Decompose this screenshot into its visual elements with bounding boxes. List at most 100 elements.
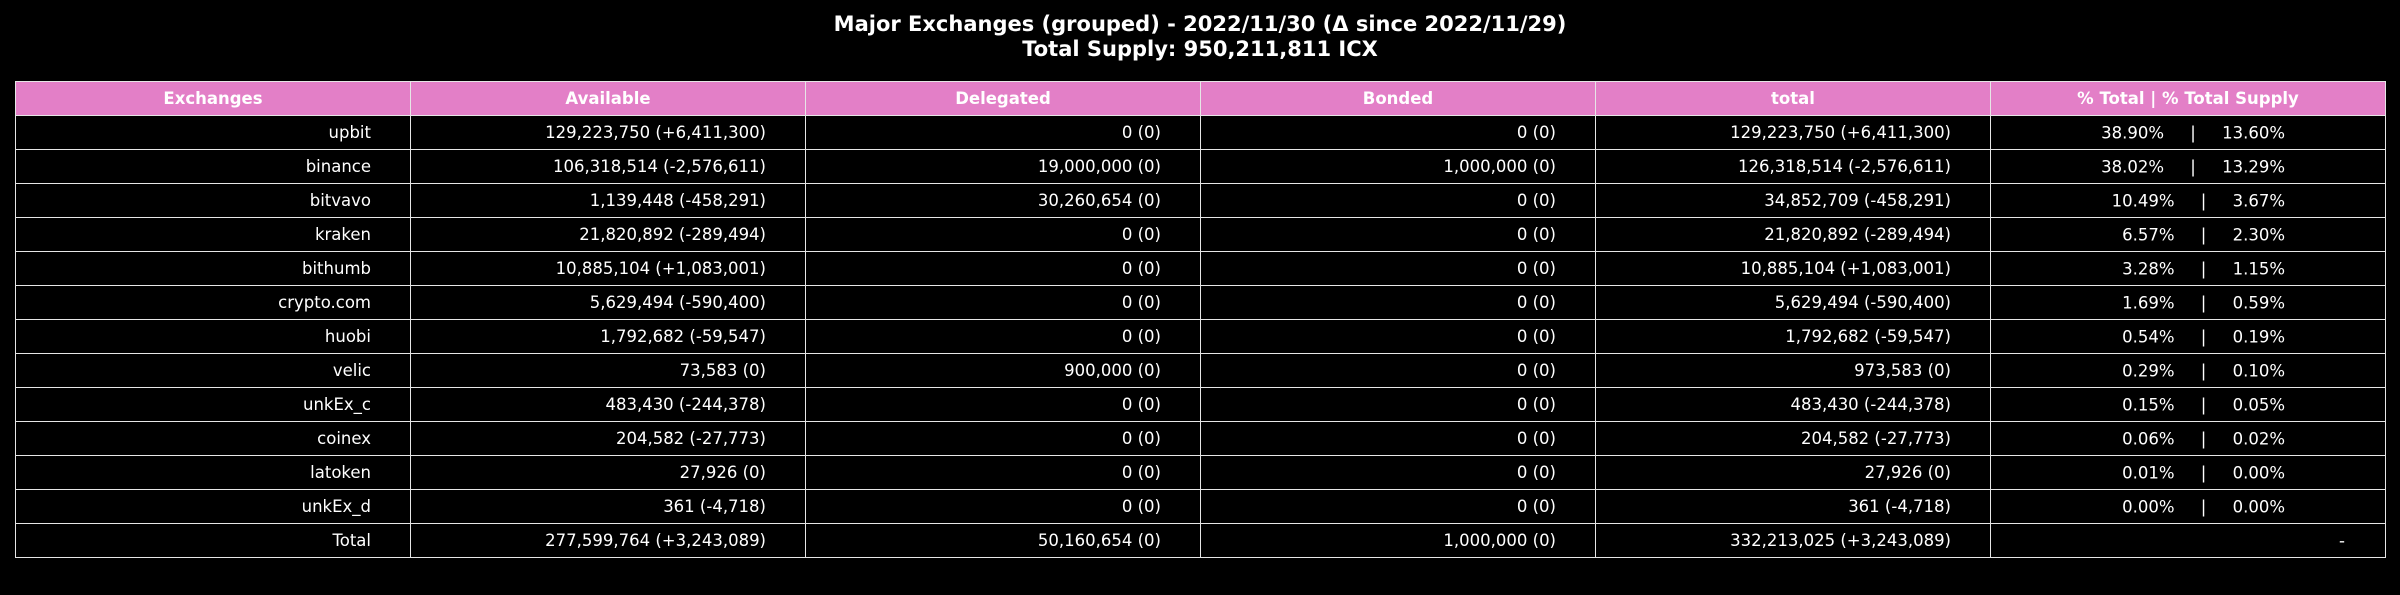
- chart-title-block: Major Exchanges (grouped) - 2022/11/30 (…: [0, 12, 2400, 62]
- cell-percent: 0.00% | 0.00%: [1990, 489, 2386, 524]
- percent-value: 3.28% | 1.15%: [2122, 259, 2285, 278]
- percent-value: 38.90% | 13.60%: [2101, 123, 2285, 142]
- cell-exchange: bithumb: [15, 251, 411, 286]
- cell-exchange: kraken: [15, 217, 411, 252]
- percent-cell-wrap: 0.06% | 0.02%: [1992, 423, 2385, 455]
- cell-exchange: upbit: [15, 115, 411, 150]
- table-row: unkEx_c 483,430 (-244,378) 0 (0) 0 (0) 483,4…: [15, 387, 2386, 422]
- percent-cell-wrap: 0.15% | 0.05%: [1992, 389, 2385, 421]
- cell-total: 5,629,494 (-590,400): [1595, 285, 1991, 320]
- cell-exchange: crypto.com: [15, 285, 411, 320]
- table-row: kraken 21,820,892 (-289,494) 0 (0) 0 (0) 21,…: [15, 217, 2386, 252]
- header-percent: % Total | % Total Supply: [1990, 81, 2386, 116]
- chart-title: Major Exchanges (grouped) - 2022/11/30 (…: [833, 12, 1567, 36]
- percent-value: 0.54% | 0.19%: [2122, 327, 2285, 346]
- table-row: Total 277,599,764 (+3,243,089) 50,160,654 …: [15, 523, 2386, 558]
- cell-total: 21,820,892 (-289,494): [1595, 217, 1991, 252]
- cell-bonded: 0 (0): [1200, 387, 1596, 422]
- cell-percent: 38.02% | 13.29%: [1990, 149, 2386, 184]
- cell-percent: 1.69% | 0.59%: [1990, 285, 2386, 320]
- table-row: bithumb 10,885,104 (+1,083,001) 0 (0) 0 (0)…: [15, 251, 2386, 286]
- cell-delegated: 30,260,654 (0): [805, 183, 1201, 218]
- table-body: upbit 129,223,750 (+6,411,300) 0 (0) 0 (0) 1…: [15, 115, 2386, 558]
- cell-available: 129,223,750 (+6,411,300): [410, 115, 806, 150]
- cell-bonded: 0 (0): [1200, 183, 1596, 218]
- table-row: unkEx_d 361 (-4,718) 0 (0) 0 (0) 361 (-4,718…: [15, 489, 2386, 524]
- cell-bonded: 1,000,000 (0): [1200, 149, 1596, 184]
- chart-subtitle: Total Supply: 950,211,811 ICX: [1022, 37, 1378, 61]
- cell-bonded: 0 (0): [1200, 421, 1596, 456]
- table-row: binance 106,318,514 (-2,576,611) 19,000,00…: [15, 149, 2386, 184]
- cell-percent: 38.90% | 13.60%: [1990, 115, 2386, 150]
- cell-delegated: 900,000 (0): [805, 353, 1201, 388]
- percent-value: 1.69% | 0.59%: [2122, 293, 2285, 312]
- cell-delegated: 0 (0): [805, 115, 1201, 150]
- cell-percent: 10.49% | 3.67%: [1990, 183, 2386, 218]
- cell-percent: 0.15% | 0.05%: [1990, 387, 2386, 422]
- percent-cell-wrap: 38.02% | 13.29%: [1992, 151, 2385, 183]
- cell-bonded: 0 (0): [1200, 217, 1596, 252]
- cell-bonded: 0 (0): [1200, 353, 1596, 388]
- cell-total: 126,318,514 (-2,576,611): [1595, 149, 1991, 184]
- header-exchanges: Exchanges: [15, 81, 411, 116]
- cell-total: 129,223,750 (+6,411,300): [1595, 115, 1991, 150]
- cell-exchange: binance: [15, 149, 411, 184]
- cell-total: 10,885,104 (+1,083,001): [1595, 251, 1991, 286]
- cell-available: 27,926 (0): [410, 455, 806, 490]
- cell-delegated: 0 (0): [805, 421, 1201, 456]
- cell-total: 204,582 (-27,773): [1595, 421, 1991, 456]
- header-delegated: Delegated: [805, 81, 1201, 116]
- cell-delegated: 0 (0): [805, 217, 1201, 252]
- cell-bonded: 1,000,000 (0): [1200, 523, 1596, 558]
- cell-percent: -: [1990, 523, 2386, 558]
- cell-percent: 0.54% | 0.19%: [1990, 319, 2386, 354]
- cell-bonded: 0 (0): [1200, 285, 1596, 320]
- cell-percent: 0.01% | 0.00%: [1990, 455, 2386, 490]
- cell-available: 204,582 (-27,773): [410, 421, 806, 456]
- percent-cell-wrap: 10.49% | 3.67%: [1992, 185, 2385, 217]
- cell-total: 361 (-4,718): [1595, 489, 1991, 524]
- percent-cell-wrap: 0.00% | 0.00%: [1992, 491, 2385, 523]
- percent-cell-wrap: 0.54% | 0.19%: [1992, 321, 2385, 353]
- cell-delegated: 0 (0): [805, 251, 1201, 286]
- percent-cell-wrap: 0.01% | 0.00%: [1992, 457, 2385, 489]
- percent-cell-wrap: 38.90% | 13.60%: [1992, 117, 2385, 149]
- cell-exchange: latoken: [15, 455, 411, 490]
- cell-total: 34,852,709 (-458,291): [1595, 183, 1991, 218]
- cell-total: 1,792,682 (-59,547): [1595, 319, 1991, 354]
- cell-bonded: 0 (0): [1200, 319, 1596, 354]
- percent-value: -: [2339, 531, 2345, 550]
- percent-cell-wrap: 1.69% | 0.59%: [1992, 287, 2385, 319]
- cell-total: 483,430 (-244,378): [1595, 387, 1991, 422]
- table-row: latoken 27,926 (0) 0 (0) 0 (0) 27,926 (0) 0.0…: [15, 455, 2386, 490]
- cell-bonded: 0 (0): [1200, 489, 1596, 524]
- cell-bonded: 0 (0): [1200, 251, 1596, 286]
- cell-available: 361 (-4,718): [410, 489, 806, 524]
- cell-total: 332,213,025 (+3,243,089): [1595, 523, 1991, 558]
- cell-delegated: 0 (0): [805, 387, 1201, 422]
- cell-exchange: velic: [15, 353, 411, 388]
- exchanges-table: Exchanges Available Delegated Bonded tot…: [15, 81, 2386, 558]
- cell-delegated: 19,000,000 (0): [805, 149, 1201, 184]
- percent-value: 0.06% | 0.02%: [2122, 429, 2285, 448]
- percent-value: 0.01% | 0.00%: [2122, 463, 2285, 482]
- cell-exchange: Total: [15, 523, 411, 558]
- cell-exchange: coinex: [15, 421, 411, 456]
- cell-available: 1,792,682 (-59,547): [410, 319, 806, 354]
- cell-delegated: 0 (0): [805, 285, 1201, 320]
- cell-bonded: 0 (0): [1200, 115, 1596, 150]
- cell-percent: 0.06% | 0.02%: [1990, 421, 2386, 456]
- table-row: huobi 1,792,682 (-59,547) 0 (0) 0 (0) 1,792,…: [15, 319, 2386, 354]
- cell-exchange: huobi: [15, 319, 411, 354]
- cell-bonded: 0 (0): [1200, 455, 1596, 490]
- table-row: upbit 129,223,750 (+6,411,300) 0 (0) 0 (0) 1…: [15, 115, 2386, 150]
- header-total: total: [1595, 81, 1991, 116]
- cell-percent: 0.29% | 0.10%: [1990, 353, 2386, 388]
- cell-available: 277,599,764 (+3,243,089): [410, 523, 806, 558]
- cell-delegated: 0 (0): [805, 319, 1201, 354]
- percent-value: 0.00% | 0.00%: [2122, 497, 2285, 516]
- percent-cell-wrap: 3.28% | 1.15%: [1992, 253, 2385, 285]
- percent-value: 6.57% | 2.30%: [2122, 225, 2285, 244]
- table-row: coinex 204,582 (-27,773) 0 (0) 0 (0) 204,582…: [15, 421, 2386, 456]
- cell-percent: 3.28% | 1.15%: [1990, 251, 2386, 286]
